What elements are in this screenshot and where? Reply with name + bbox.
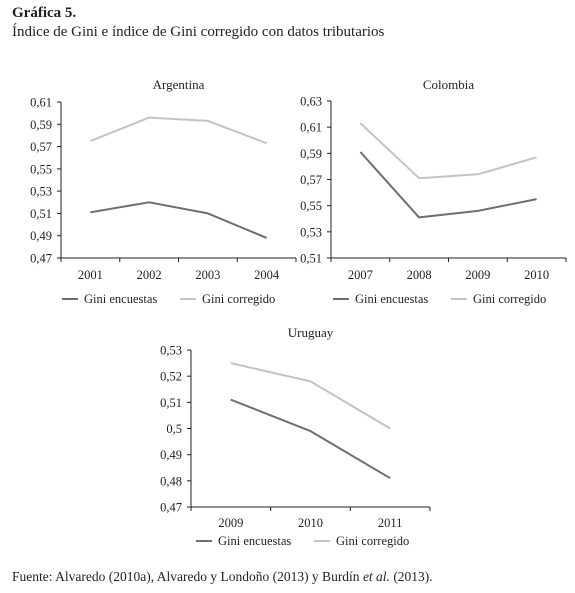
uruguay-series-gini-encuestas	[230, 398, 391, 480]
uruguay-x-tick-label: 2011	[378, 516, 403, 530]
argentina-y-tick-label: 0,49	[30, 229, 52, 243]
uruguay-y-tick-label: 0,5	[166, 422, 182, 436]
uruguay-legend-label-gini-encuestas: Gini encuestas	[218, 534, 291, 548]
argentina-x-tick-label: 2002	[137, 268, 162, 282]
argentina-y-tick-label: 0,57	[30, 140, 52, 154]
argentina-y-tick-label: 0,51	[30, 207, 52, 221]
uruguay-y-tick-label: 0,49	[160, 448, 182, 462]
argentina-x-tick-label: 2003	[195, 268, 220, 282]
colombia-y-tick-label: 0,57	[300, 173, 322, 187]
source-text: Fuente: Alvaredo (2010a), Alvaredo y Lon…	[12, 569, 363, 584]
figure-source: Fuente: Alvaredo (2010a), Alvaredo y Lon…	[12, 569, 433, 585]
argentina-y-tick-label: 0,61	[30, 96, 52, 110]
uruguay-legend-label-gini-corregido: Gini corregido	[336, 534, 409, 548]
source-text-end: (2013).	[389, 569, 433, 584]
uruguay-y-tick-label: 0,48	[160, 474, 182, 488]
colombia-y-tick-label: 0,55	[300, 199, 322, 213]
argentina-y-tick-label: 0,53	[30, 185, 52, 199]
colombia-y-tick-label: 0,53	[300, 225, 322, 239]
colombia-y-tick-label: 0,51	[300, 252, 322, 266]
colombia-x-tick-label: 2009	[465, 268, 490, 282]
colombia-series-gini-corregido	[359, 122, 537, 180]
figure-subheading: Índice de Gini e índice de Gini corregid…	[12, 24, 385, 40]
colombia-y-tick-label: 0,61	[300, 121, 322, 135]
colombia-legend-label-gini-encuestas: Gini encuestas	[355, 292, 428, 306]
uruguay-chart-title: Uruguay	[288, 325, 334, 340]
argentina-y-tick-label: 0,47	[30, 252, 52, 266]
uruguay-y-tick-label: 0,47	[160, 501, 182, 515]
colombia-y-tick-label: 0,63	[300, 95, 322, 109]
colombia-x-tick-label: 2007	[348, 268, 373, 282]
uruguay-y-tick-label: 0,52	[160, 370, 182, 384]
argentina-x-tick-label: 2004	[254, 268, 280, 282]
uruguay-series-gini-corregido	[230, 362, 391, 430]
uruguay-x-tick-label: 2010	[298, 516, 323, 530]
colombia-chart-title: Colombia	[423, 77, 475, 92]
argentina-y-tick-label: 0,55	[30, 162, 52, 176]
argentina-legend-label-gini-encuestas: Gini encuestas	[84, 292, 157, 306]
source-italic-text: et al.	[362, 569, 390, 584]
argentina-x-tick-label: 2001	[78, 268, 103, 282]
argentina-series-gini-encuestas	[90, 201, 267, 239]
colombia-series-gini-encuestas	[359, 151, 537, 219]
uruguay-y-tick-label: 0,53	[160, 344, 182, 358]
argentina-chart-title: Argentina	[153, 77, 205, 92]
argentina-y-tick-label: 0,59	[30, 118, 52, 132]
colombia-x-tick-label: 2010	[524, 268, 549, 282]
uruguay-x-tick-label: 2009	[218, 516, 243, 530]
argentina-legend-label-gini-corregido: Gini corregido	[202, 292, 275, 306]
colombia-legend-label-gini-corregido: Gini corregido	[473, 292, 546, 306]
colombia-y-tick-label: 0,59	[300, 147, 322, 161]
colombia-x-tick-label: 2008	[407, 268, 432, 282]
argentina-series-gini-corregido	[90, 116, 267, 145]
figure-heading: Gráfica 5.	[12, 5, 77, 21]
uruguay-y-tick-label: 0,51	[160, 396, 182, 410]
